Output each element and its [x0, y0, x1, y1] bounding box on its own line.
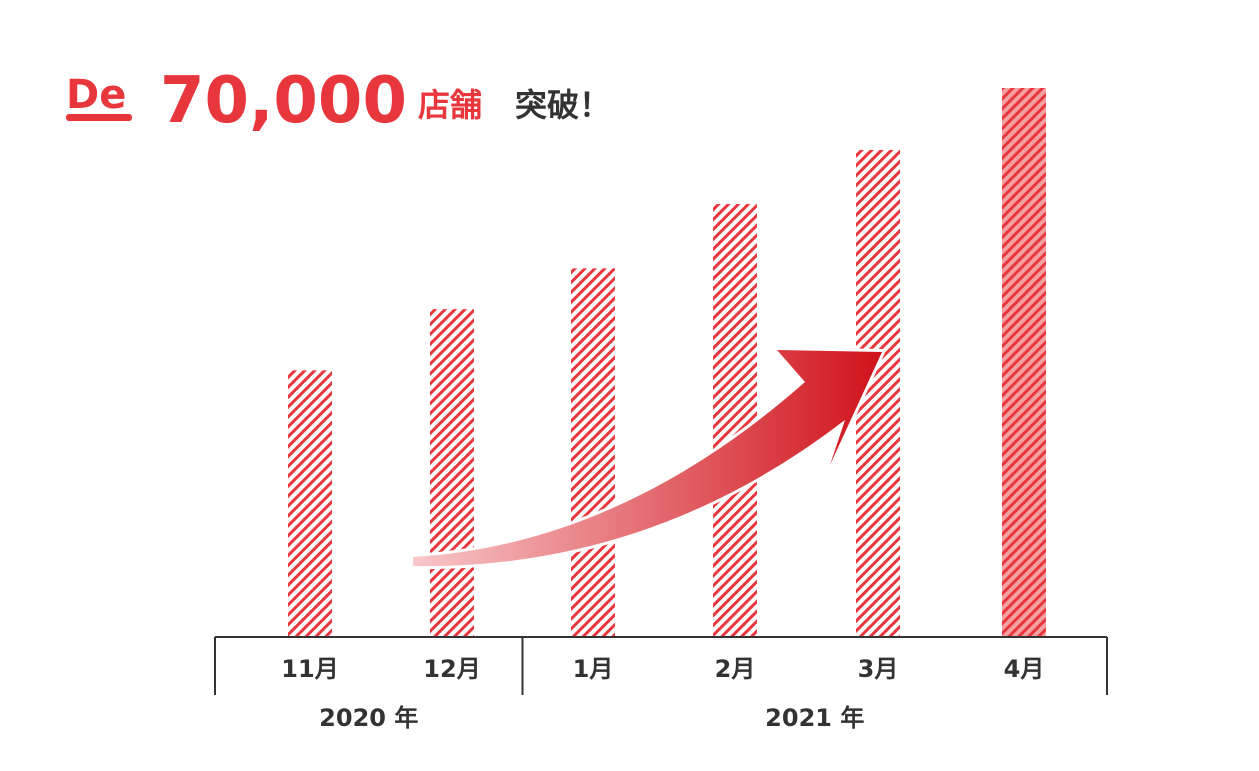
title-suffix: 突破！: [515, 86, 611, 124]
group-label: 2021 年: [765, 704, 864, 732]
x-tick-label: 4月: [1004, 655, 1045, 683]
bar-group: [713, 204, 757, 637]
bar-group: [430, 309, 474, 637]
logo-underline: [66, 114, 132, 121]
title-number: 70,000: [160, 64, 407, 138]
x-tick-label: 11月: [281, 655, 338, 683]
bars: [288, 88, 1046, 638]
bar-group: [1002, 88, 1046, 637]
x-tick-label: 12月: [423, 655, 480, 683]
group-label: 2020 年: [319, 704, 418, 732]
logo: De: [66, 72, 126, 118]
bar: [571, 268, 615, 637]
x-tick-label: 3月: [858, 655, 899, 683]
x-tick-label: 2月: [715, 655, 756, 683]
title-unit: 店舗: [418, 86, 482, 124]
bar-group: [288, 370, 332, 637]
x-tick-label: 1月: [573, 655, 614, 683]
growth-arrow: [410, 347, 885, 570]
bar: [1002, 88, 1046, 637]
title: De 70,000 店舗 突破！: [66, 64, 611, 138]
bar-group: [571, 268, 615, 637]
x-axis: 11月 12月 1月 2月 3月 4月 2020 年 2021 年: [214, 636, 1108, 732]
bar: [288, 370, 332, 637]
bar: [430, 309, 474, 637]
bar: [713, 204, 757, 637]
